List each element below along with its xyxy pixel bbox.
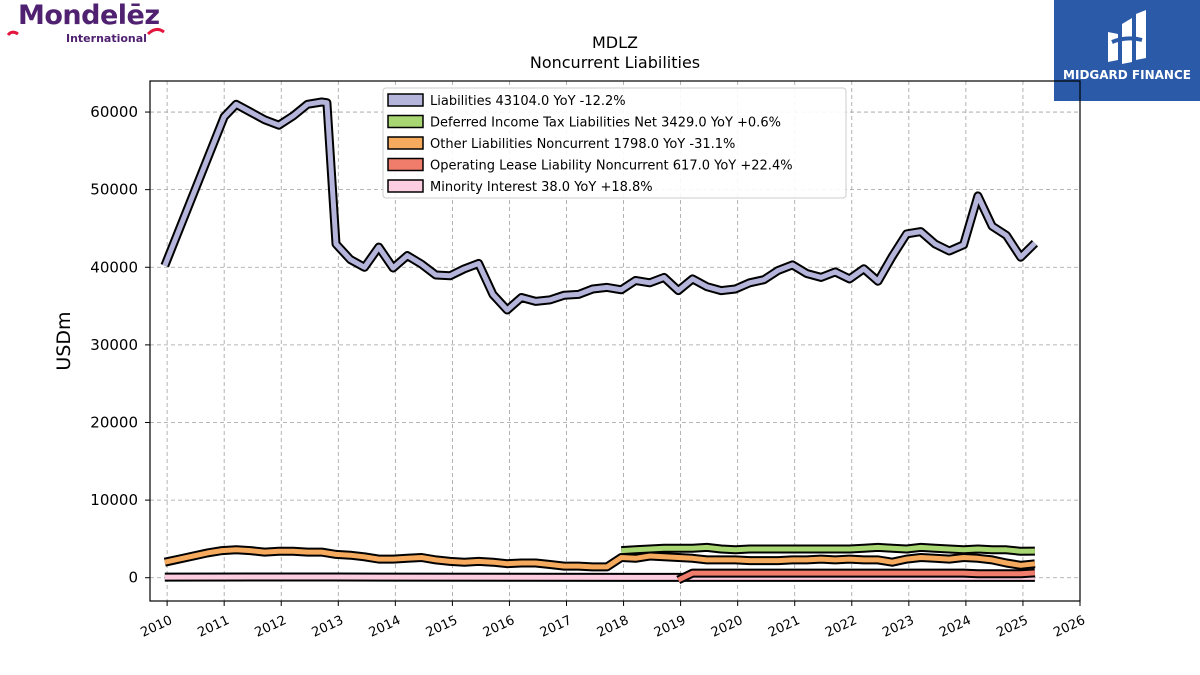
legend-swatch xyxy=(387,157,424,172)
x-axis-ticks: 2010 2011 2012 2013 2014 2015 2016 2017 2018 2019… xyxy=(138,601,1088,641)
x-tick-label: 2013 xyxy=(310,613,346,641)
x-tick-label: 2014 xyxy=(367,613,403,641)
legend-swatch xyxy=(387,179,424,193)
legend-entry: Operating Lease Liability Noncurrent 617… xyxy=(430,159,793,174)
y-tick-label: 0 xyxy=(128,569,138,587)
y-tick-label: 50000 xyxy=(90,181,138,199)
series-line xyxy=(162,99,1037,313)
series-3-group xyxy=(676,568,1036,585)
company-logo: Mondelēz International xyxy=(6,0,171,48)
y-axis-label: USDm xyxy=(53,311,75,370)
x-tick-label: 2010 xyxy=(138,613,174,641)
x-tick-label: 2015 xyxy=(424,613,460,641)
series-0-group xyxy=(160,97,1039,315)
x-tick-label: 2011 xyxy=(196,613,232,641)
midgard-finance-badge: MIDGARD FINANCE xyxy=(1054,0,1200,101)
chart-title: MDLZ xyxy=(592,33,638,52)
series-line xyxy=(621,544,1035,554)
legend-entry: Other Liabilities Noncurrent 1798.0 YoY … xyxy=(430,137,735,152)
plot-frame xyxy=(149,80,1081,602)
legend-swatch xyxy=(387,136,424,150)
y-tick-label: 20000 xyxy=(90,413,138,431)
midgard-emblem-icon xyxy=(1108,10,1146,64)
x-tick-label: 2016 xyxy=(481,613,517,641)
x-tick-label: 2023 xyxy=(880,613,916,641)
series-2-group xyxy=(163,545,1036,572)
legend-box xyxy=(382,87,847,199)
logo-sub-text: International xyxy=(66,32,147,45)
series-line xyxy=(164,547,1036,570)
series-layer xyxy=(160,97,1039,585)
series-line xyxy=(677,570,1036,583)
badge-text: MIDGARD FINANCE xyxy=(1063,68,1191,82)
x-tick-label: 2022 xyxy=(823,613,859,641)
x-tick-label: 2024 xyxy=(937,613,973,641)
y-tick-label: 60000 xyxy=(90,103,138,121)
legend-entry: Deferred Income Tax Liabilities Net 3429… xyxy=(430,116,781,131)
legend-entry: Minority Interest 38.0 YoY +18.8% xyxy=(430,180,653,195)
legend-swatch xyxy=(387,93,424,107)
x-tick-label: 2018 xyxy=(595,613,631,641)
x-tick-label: 2025 xyxy=(994,613,1030,641)
logo-brand-text: Mondelēz xyxy=(18,0,160,31)
legend-swatch xyxy=(387,114,424,129)
logo-swoosh-icon xyxy=(6,27,165,37)
y-axis-ticks: 0 10000 20000 30000 40000 50000 60000 xyxy=(90,103,150,587)
x-tick-label: 2021 xyxy=(766,613,802,641)
x-tick-label: 2026 xyxy=(1051,613,1087,641)
x-tick-label: 2017 xyxy=(538,613,574,641)
x-tick-label: 2012 xyxy=(253,613,289,641)
chart-subtitle: Noncurrent Liabilities xyxy=(530,53,700,72)
y-tick-label: 40000 xyxy=(90,258,138,276)
y-tick-label: 10000 xyxy=(90,491,138,509)
x-tick-label: 2020 xyxy=(709,613,745,641)
y-tick-label: 30000 xyxy=(90,336,138,354)
x-tick-label: 2019 xyxy=(652,613,688,641)
chart-legend: Liabilities 43104.0 YoY -12.2% Deferred I… xyxy=(382,87,847,199)
legend-entry: Liabilities 43104.0 YoY -12.2% xyxy=(430,94,626,109)
series-1-group xyxy=(621,542,1035,556)
